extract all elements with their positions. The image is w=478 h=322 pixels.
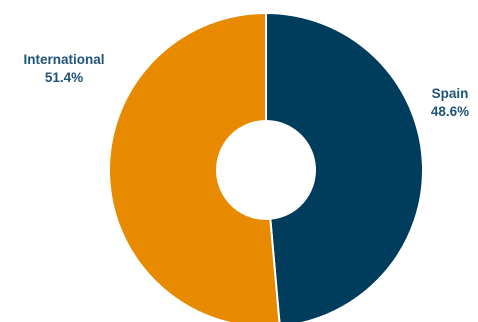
slice-label-international-name: International xyxy=(23,52,104,67)
slice-label-spain-percent: 48.6% xyxy=(431,104,469,119)
slice-label-spain-name: Spain xyxy=(432,86,469,101)
slice-label-international-percent: 51.4% xyxy=(45,70,83,85)
slice-spain xyxy=(265,11,424,322)
donut-hole xyxy=(217,121,315,219)
